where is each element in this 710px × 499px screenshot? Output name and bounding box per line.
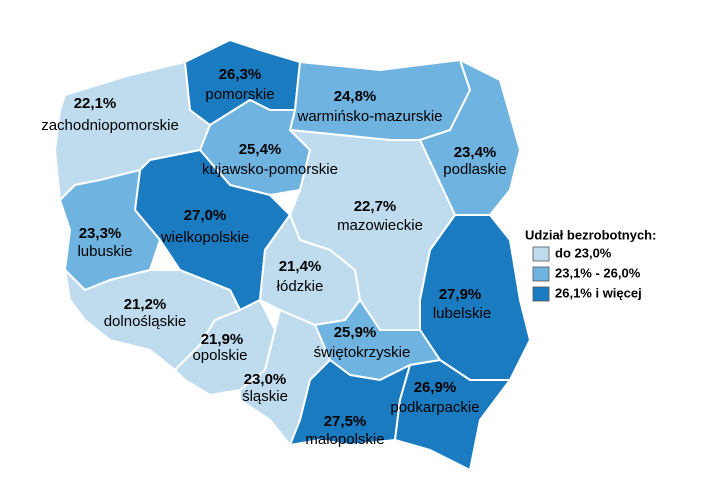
region-name: dolnośląskie [104,313,187,330]
region-value: 25,9% [334,324,377,341]
region-name: kujawsko-pomorskie [202,161,338,178]
region-name: lubelskie [433,305,491,322]
region-value: 23,4% [454,144,497,161]
region-name: pomorskie [205,86,274,103]
region [394,359,511,471]
legend-label: 26,1% i więcej [555,285,642,300]
region-value: 27,9% [439,286,482,303]
legend-swatch [532,266,550,282]
region-name: śląskie [242,388,288,405]
region-value: 22,7% [354,198,397,215]
region-value: 27,5% [324,413,367,430]
legend-title: Udział bezrobotnych: [525,227,656,242]
legend-label: do 23,0% [555,245,612,260]
region-name: świętokrzyskie [314,344,411,361]
region-name: wielkopolskie [160,229,249,246]
region-value: 26,3% [219,66,262,83]
region-name: małopolskie [305,431,384,448]
region-value: 21,9% [201,331,244,348]
region-name: zachodniopomorskie [41,117,179,134]
region-name: łódzkie [277,278,324,295]
region-name: lubuskie [77,243,132,260]
region-value: 22,1% [74,95,117,112]
region-name: podlaskie [443,161,506,178]
region [289,59,471,141]
region [59,169,161,291]
region-value: 21,4% [279,258,322,275]
region-value: 23,0% [244,371,287,388]
region-name: opolskie [192,347,247,364]
region-name: mazowieckie [337,217,423,234]
region-name: podkarpackie [390,399,479,416]
region-value: 26,9% [414,379,457,396]
legend-swatch [532,246,550,262]
region-value: 24,8% [334,88,377,105]
region-value: 27,0% [184,207,227,224]
region-value: 21,2% [124,296,167,313]
region-value: 25,4% [239,141,282,158]
region-name: warmińsko-mazurskie [296,108,442,125]
region-value: 23,3% [79,225,122,242]
legend-swatch [532,286,550,302]
legend-label: 23,1% - 26,0% [555,265,641,280]
regions [54,39,531,471]
